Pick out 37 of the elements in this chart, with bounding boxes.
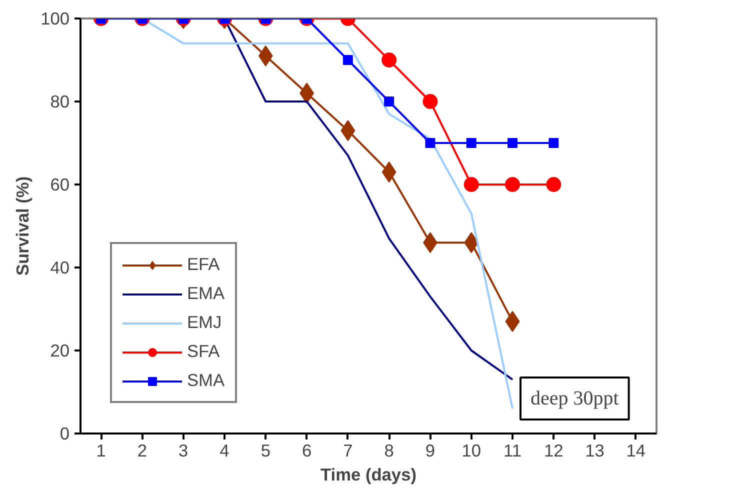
x-tick-label: 13	[585, 440, 604, 460]
y-tick-label: 0	[60, 424, 70, 444]
point	[464, 177, 479, 192]
x-tick-label: 14	[626, 440, 646, 460]
y-tick-label: 40	[50, 258, 70, 278]
x-tick-label: 1	[96, 440, 106, 460]
x-tick-label: 4	[220, 440, 230, 460]
legend-label: EMJ	[187, 312, 222, 333]
legend-label: SMA	[187, 370, 225, 391]
x-tick-label: 9	[425, 440, 436, 460]
point	[508, 138, 518, 148]
x-tick-label: 5	[260, 440, 270, 460]
y-axis-title: Survival (%)	[12, 176, 33, 276]
x-tick-label: 10	[462, 440, 481, 460]
x-axis-title: Time (days)	[320, 464, 416, 484]
x-tick-label: 12	[544, 440, 564, 460]
x-tick-label: 2	[137, 440, 148, 460]
y-tick-label: 80	[50, 92, 70, 112]
x-tick-label: 11	[504, 440, 522, 460]
x-tick-label: 7	[343, 440, 353, 460]
y-tick-label: 100	[40, 8, 70, 28]
y-tick-label: 60	[50, 174, 70, 194]
point	[546, 177, 562, 192]
legend-label: EFA	[187, 254, 220, 275]
x-tick-label: 8	[384, 440, 394, 460]
x-tick-label: 6	[302, 440, 312, 460]
point	[505, 177, 520, 192]
point	[548, 138, 559, 148]
point	[466, 138, 476, 148]
point	[422, 94, 438, 109]
point	[384, 96, 394, 106]
legend-label: EMA	[187, 283, 225, 304]
legend-label: SFA	[187, 341, 220, 362]
point	[425, 138, 436, 148]
annotation: deep 30ppt	[530, 388, 620, 410]
y-tick-label: 20	[50, 340, 70, 360]
x-tick-label: 3	[178, 440, 188, 460]
